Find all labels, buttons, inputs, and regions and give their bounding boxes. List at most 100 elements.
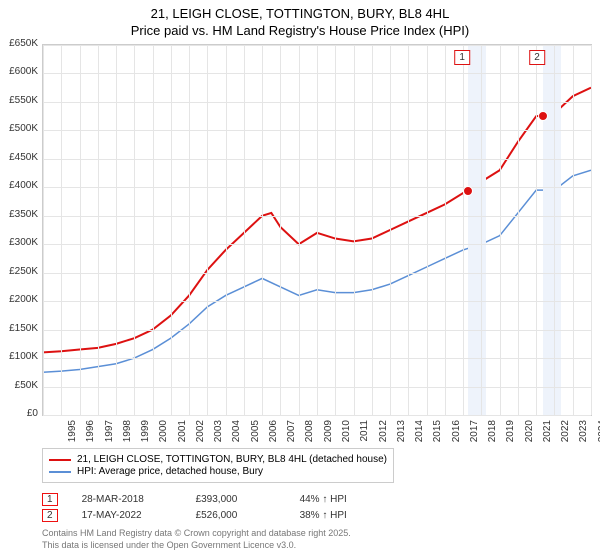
sale-delta: 38% ↑ HPI xyxy=(300,510,347,521)
y-axis-label: £300K xyxy=(2,237,38,248)
y-axis-label: £100K xyxy=(2,351,38,362)
legend-label: 21, LEIGH CLOSE, TOTTINGTON, BURY, BL8 4… xyxy=(77,454,387,465)
y-axis-label: £500K xyxy=(2,123,38,134)
legend: 21, LEIGH CLOSE, TOTTINGTON, BURY, BL8 4… xyxy=(42,448,394,483)
x-axis-label: 2010 xyxy=(341,420,352,448)
x-axis-label: 1997 xyxy=(104,420,115,448)
grid-line xyxy=(518,45,519,415)
x-axis-label: 2001 xyxy=(177,420,188,448)
grid-line xyxy=(262,45,263,415)
x-axis-label: 2022 xyxy=(560,420,571,448)
legend-swatch xyxy=(49,459,71,461)
grid-line xyxy=(335,45,336,415)
x-axis-label: 2008 xyxy=(304,420,315,448)
x-axis-label: 1998 xyxy=(122,420,133,448)
grid-line xyxy=(591,45,592,415)
grid-line xyxy=(61,45,62,415)
grid-line xyxy=(226,45,227,415)
x-axis-label: 2002 xyxy=(195,420,206,448)
sale-date: 28-MAR-2018 xyxy=(82,494,172,505)
x-axis-label: 2015 xyxy=(432,420,443,448)
grid-line xyxy=(134,45,135,415)
highlight-band xyxy=(468,45,486,415)
x-axis-label: 2020 xyxy=(524,420,535,448)
sale-number: 2 xyxy=(42,509,58,522)
sale-marker-label: 2 xyxy=(529,50,545,65)
grid-line xyxy=(43,45,44,415)
y-axis-label: £150K xyxy=(2,323,38,334)
grid-line xyxy=(573,45,574,415)
y-axis-label: £650K xyxy=(2,38,38,49)
legend-label: HPI: Average price, detached house, Bury xyxy=(77,466,263,477)
chart-container: 21, LEIGH CLOSE, TOTTINGTON, BURY, BL8 4… xyxy=(0,0,600,560)
x-axis-label: 2000 xyxy=(158,420,169,448)
x-axis-label: 2019 xyxy=(505,420,516,448)
y-axis-label: £200K xyxy=(2,294,38,305)
x-axis-label: 2009 xyxy=(323,420,334,448)
grid-line xyxy=(43,415,591,416)
x-axis-label: 2014 xyxy=(414,420,425,448)
grid-line xyxy=(299,45,300,415)
sale-marker xyxy=(463,186,473,196)
y-axis-label: £600K xyxy=(2,66,38,77)
x-axis-label: 2018 xyxy=(487,420,498,448)
sale-row: 2 17-MAY-2022 £526,000 38% ↑ HPI xyxy=(42,509,347,522)
plot-area xyxy=(42,44,592,416)
x-axis-label: 1999 xyxy=(140,420,151,448)
grid-line xyxy=(189,45,190,415)
x-axis-label: 2016 xyxy=(451,420,462,448)
footnote-line1: Contains HM Land Registry data © Crown c… xyxy=(42,528,351,538)
grid-line xyxy=(98,45,99,415)
grid-line xyxy=(390,45,391,415)
sale-delta: 44% ↑ HPI xyxy=(300,494,347,505)
sale-row: 128-MAR-2018£393,00044% ↑ HPI xyxy=(42,493,347,506)
x-axis-label: 2007 xyxy=(286,420,297,448)
highlight-band xyxy=(543,45,561,415)
sale-price: £393,000 xyxy=(196,494,276,505)
legend-item: HPI: Average price, detached house, Bury xyxy=(49,466,387,477)
x-axis-label: 2023 xyxy=(578,420,589,448)
x-axis-label: 2004 xyxy=(231,420,242,448)
grid-line xyxy=(481,45,482,415)
legend-swatch xyxy=(49,471,71,473)
x-axis-label: 2017 xyxy=(469,420,480,448)
x-axis-label: 2012 xyxy=(378,420,389,448)
sale-marker-label: 1 xyxy=(454,50,470,65)
x-axis-label: 2006 xyxy=(268,420,279,448)
x-axis-label: 2005 xyxy=(250,420,261,448)
grid-line xyxy=(445,45,446,415)
title-line2: Price paid vs. HM Land Registry's House … xyxy=(131,23,469,38)
x-axis-label: 2021 xyxy=(542,420,553,448)
grid-line xyxy=(463,45,464,415)
grid-line xyxy=(372,45,373,415)
legend-item: 21, LEIGH CLOSE, TOTTINGTON, BURY, BL8 4… xyxy=(49,454,387,465)
grid-line xyxy=(280,45,281,415)
grid-line xyxy=(153,45,154,415)
grid-line xyxy=(500,45,501,415)
sale-price: £526,000 xyxy=(196,510,276,521)
x-axis-label: 2013 xyxy=(396,420,407,448)
y-axis-label: £50K xyxy=(2,380,38,391)
grid-line xyxy=(80,45,81,415)
grid-line xyxy=(171,45,172,415)
grid-line xyxy=(427,45,428,415)
grid-line xyxy=(317,45,318,415)
grid-line xyxy=(354,45,355,415)
y-axis-label: £450K xyxy=(2,152,38,163)
y-axis-label: £350K xyxy=(2,209,38,220)
grid-line xyxy=(554,45,555,415)
grid-line xyxy=(536,45,537,415)
grid-line xyxy=(244,45,245,415)
y-axis-label: £550K xyxy=(2,95,38,106)
x-axis-label: 2003 xyxy=(213,420,224,448)
grid-line xyxy=(408,45,409,415)
chart-title: 21, LEIGH CLOSE, TOTTINGTON, BURY, BL8 4… xyxy=(0,0,600,40)
x-axis-label: 1995 xyxy=(67,420,78,448)
title-line1: 21, LEIGH CLOSE, TOTTINGTON, BURY, BL8 4… xyxy=(151,6,450,21)
y-axis-label: £0 xyxy=(2,408,38,419)
grid-line xyxy=(116,45,117,415)
y-axis-label: £250K xyxy=(2,266,38,277)
footnote-line2: This data is licensed under the Open Gov… xyxy=(42,540,296,550)
sale-date: 17-MAY-2022 xyxy=(82,510,172,521)
sale-marker xyxy=(538,111,548,121)
